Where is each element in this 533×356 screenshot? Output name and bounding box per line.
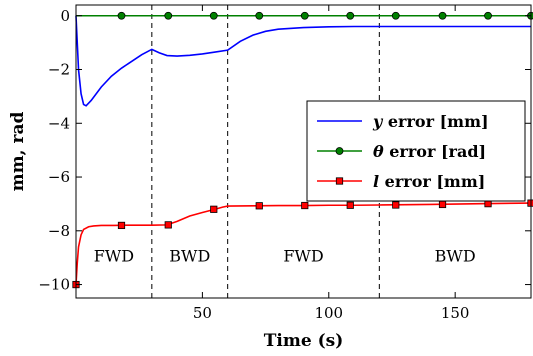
- data-point: [346, 201, 354, 209]
- data-point: [346, 11, 355, 20]
- plot-area-frame: [75, 4, 532, 299]
- data-point: [527, 199, 533, 207]
- data-point: [255, 11, 264, 20]
- x-axis-label: Time (s): [264, 331, 344, 351]
- data-point: [117, 11, 126, 20]
- y-tick-label: −8: [48, 222, 70, 240]
- x-tick-label: 100: [314, 304, 343, 322]
- legend-text: error [mm]: [382, 112, 488, 131]
- data-point: [438, 11, 447, 20]
- data-point: [391, 11, 400, 20]
- phase-label: BWD: [435, 247, 476, 266]
- data-point: [164, 221, 172, 229]
- legend-label: y error [mm]: [372, 112, 489, 131]
- data-point: [438, 200, 447, 209]
- phase-label: BWD: [169, 247, 210, 266]
- data-point: [210, 205, 218, 213]
- data-point: [301, 201, 309, 210]
- data-point: [255, 202, 263, 210]
- y-tick-label: −2: [48, 61, 70, 79]
- data-point: [117, 221, 126, 230]
- series-markers: [72, 11, 533, 289]
- y-tick-label: −4: [48, 114, 70, 132]
- data-point: [209, 11, 218, 20]
- legend-marker: [335, 177, 344, 185]
- legend-label: θ error [rad]: [373, 142, 486, 161]
- y-tick-label: −10: [38, 276, 70, 294]
- legend-marker: [335, 147, 344, 155]
- legend-label: l error [mm]: [373, 172, 485, 191]
- legend-symbol: θ: [373, 142, 384, 161]
- x-tick-label: 50: [193, 304, 212, 322]
- data-point: [392, 201, 400, 209]
- data-point: [164, 11, 173, 20]
- data-point: [300, 11, 309, 20]
- phase-label: FWD: [94, 247, 134, 266]
- series-line-2: [75, 202, 532, 285]
- y-tick-label: 0: [60, 7, 70, 25]
- x-tick-label: 150: [441, 304, 470, 322]
- data-point: [484, 11, 492, 20]
- y-tick-label: −6: [48, 168, 70, 186]
- legend-symbol: l: [373, 172, 379, 191]
- legend-text: error [mm]: [379, 172, 485, 191]
- axis-ticks: [76, 5, 531, 298]
- legend-text: error [rad]: [384, 142, 486, 161]
- legend-symbol: y: [372, 112, 384, 131]
- series-line-0: [75, 15, 531, 107]
- phase-label: FWD: [283, 247, 323, 266]
- y-axis-label: mm, rad: [8, 112, 28, 192]
- phase-labels: FWD BWD FWD BWD: [94, 247, 476, 266]
- tick-labels: 50 100 150 0 −2 −4 −6 −8 −10: [38, 7, 469, 322]
- legend: y error [mm] θ error [rad] l error [mm]: [306, 100, 526, 202]
